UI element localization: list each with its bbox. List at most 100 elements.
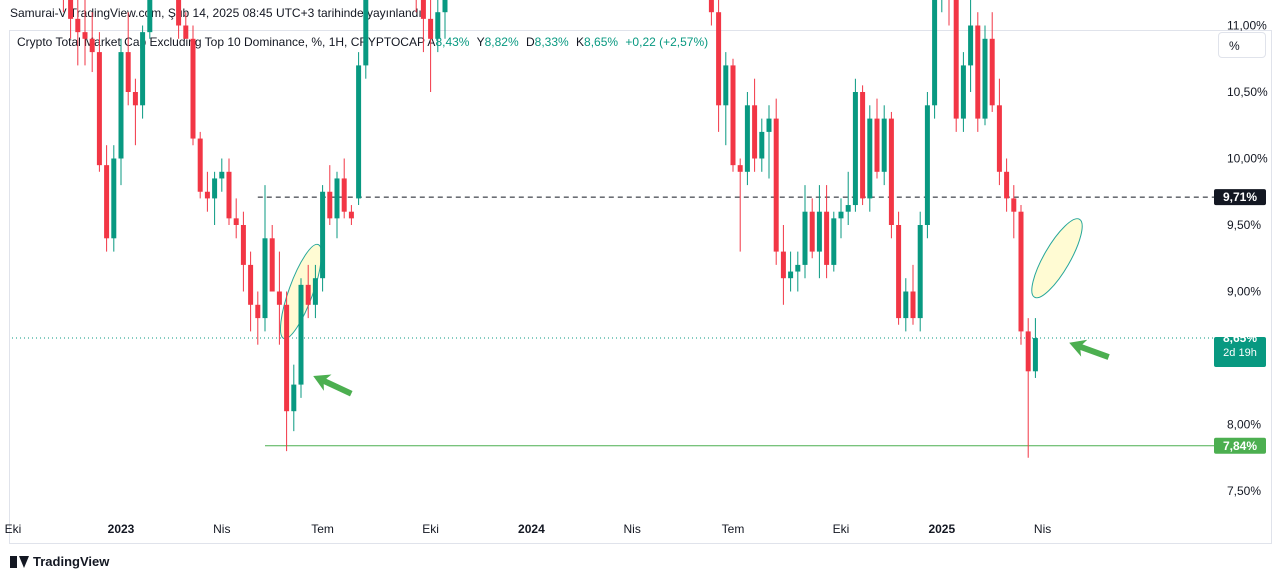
candle-body[interactable] — [881, 118, 887, 172]
candle-body[interactable] — [773, 118, 779, 252]
candle-body[interactable] — [989, 38, 995, 106]
candle-body[interactable] — [860, 92, 866, 199]
candle-body[interactable] — [269, 238, 275, 292]
candle-body[interactable] — [291, 384, 297, 412]
candle-body[interactable] — [759, 131, 765, 159]
candle-body[interactable] — [752, 105, 758, 159]
candle-body[interactable] — [363, 0, 369, 66]
candle-body[interactable] — [262, 238, 268, 319]
highlight-ellipse[interactable] — [1023, 213, 1091, 304]
candle-body[interactable] — [312, 278, 318, 305]
candle-body[interactable] — [219, 171, 225, 179]
candle-body[interactable] — [953, 0, 959, 119]
candle-body[interactable] — [75, 18, 81, 33]
candle-body[interactable] — [204, 191, 210, 199]
candle-body[interactable] — [147, 0, 153, 33]
candle-body[interactable] — [1025, 331, 1031, 372]
symbol-title[interactable]: Crypto Total Market Cap Excluding Top 10… — [17, 35, 425, 49]
candle-body[interactable] — [903, 291, 909, 319]
level-price-tag-text: 9,71% — [1223, 190, 1257, 204]
candle-body[interactable] — [716, 12, 722, 106]
candle-body[interactable] — [305, 284, 311, 305]
candle-body[interactable] — [298, 284, 304, 385]
candle-body[interactable] — [816, 211, 822, 252]
level-price-tag[interactable] — [1214, 189, 1266, 206]
candle-body[interactable] — [996, 105, 1002, 172]
y-tick-label: 10,00% — [1227, 152, 1268, 166]
candle-body[interactable] — [240, 225, 246, 265]
candle-body[interactable] — [1018, 211, 1024, 332]
candle-body[interactable] — [125, 52, 131, 92]
candle-body[interactable] — [780, 251, 786, 279]
candle-body[interactable] — [975, 25, 981, 119]
level-price-tag[interactable] — [1214, 437, 1266, 454]
candle-body[interactable] — [932, 0, 938, 106]
candle-body[interactable] — [284, 304, 290, 412]
candle-body[interactable] — [888, 118, 894, 225]
candle-body[interactable] — [348, 211, 354, 219]
candle-body[interactable] — [132, 92, 138, 106]
candle-body[interactable] — [737, 165, 743, 172]
candle-body[interactable] — [788, 271, 794, 279]
candle-body[interactable] — [255, 304, 261, 319]
candle-body[interactable] — [982, 38, 988, 119]
candle-body[interactable] — [831, 218, 837, 265]
annotation-arrow[interactable] — [309, 368, 355, 402]
candle-body[interactable] — [118, 52, 124, 159]
candle-body[interactable] — [233, 218, 239, 225]
candle-body[interactable] — [845, 205, 851, 212]
candle-body[interactable] — [838, 211, 844, 219]
candle-body[interactable] — [917, 225, 923, 319]
candle-body[interactable] — [435, 12, 441, 39]
candle-body[interactable] — [68, 0, 74, 19]
candle-body[interactable] — [874, 118, 880, 172]
candle-body[interactable] — [190, 38, 196, 139]
candle-body[interactable] — [824, 211, 830, 265]
candle-body[interactable] — [276, 291, 282, 305]
candle-body[interactable] — [111, 158, 117, 239]
candle-body[interactable] — [1004, 171, 1010, 199]
candle-body[interactable] — [867, 118, 873, 199]
candle-body[interactable] — [183, 25, 189, 39]
candle-body[interactable] — [356, 65, 362, 199]
candle-body[interactable] — [708, 0, 714, 13]
candle-body[interactable] — [341, 178, 347, 212]
candle-body[interactable] — [795, 264, 801, 272]
candle-body[interactable] — [89, 38, 95, 53]
candle-body[interactable] — [730, 65, 736, 166]
candle-body[interactable] — [82, 32, 88, 39]
candle-body[interactable] — [809, 211, 815, 252]
candle-body[interactable] — [766, 118, 772, 132]
candle-body[interactable] — [327, 191, 333, 219]
candle-body[interactable] — [852, 92, 858, 206]
candle-body[interactable] — [1032, 338, 1038, 372]
candle-body[interactable] — [744, 105, 750, 172]
chart-pane[interactable] — [9, 30, 1272, 544]
candle-body[interactable] — [176, 0, 182, 26]
candle-body[interactable] — [802, 211, 808, 265]
candle-body[interactable] — [723, 65, 729, 106]
candle-body[interactable] — [212, 178, 218, 199]
candle-body[interactable] — [197, 138, 203, 192]
candle-body[interactable] — [96, 52, 102, 166]
candle-body[interactable] — [960, 65, 966, 119]
annotation-arrow[interactable] — [1066, 334, 1112, 365]
candle-body[interactable] — [320, 191, 326, 279]
candle-body[interactable] — [140, 32, 146, 106]
candle-body[interactable] — [968, 25, 974, 66]
candle-body[interactable] — [442, 0, 448, 13]
candle-body[interactable] — [1011, 198, 1017, 212]
candle-body[interactable] — [226, 171, 232, 219]
price-scale-unit-button[interactable]: % — [1218, 32, 1266, 58]
candle-body[interactable] — [248, 264, 254, 305]
last-price-tag[interactable] — [1214, 337, 1266, 368]
candle-body[interactable] — [910, 291, 916, 319]
candle-body[interactable] — [924, 105, 930, 225]
candle-body[interactable] — [334, 178, 340, 219]
candle-body[interactable] — [428, 18, 434, 39]
candle-body[interactable] — [896, 225, 902, 319]
footer-brand[interactable]: TradingView — [10, 554, 109, 569]
candle-body[interactable] — [420, 0, 426, 19]
candle-body[interactable] — [104, 165, 110, 239]
